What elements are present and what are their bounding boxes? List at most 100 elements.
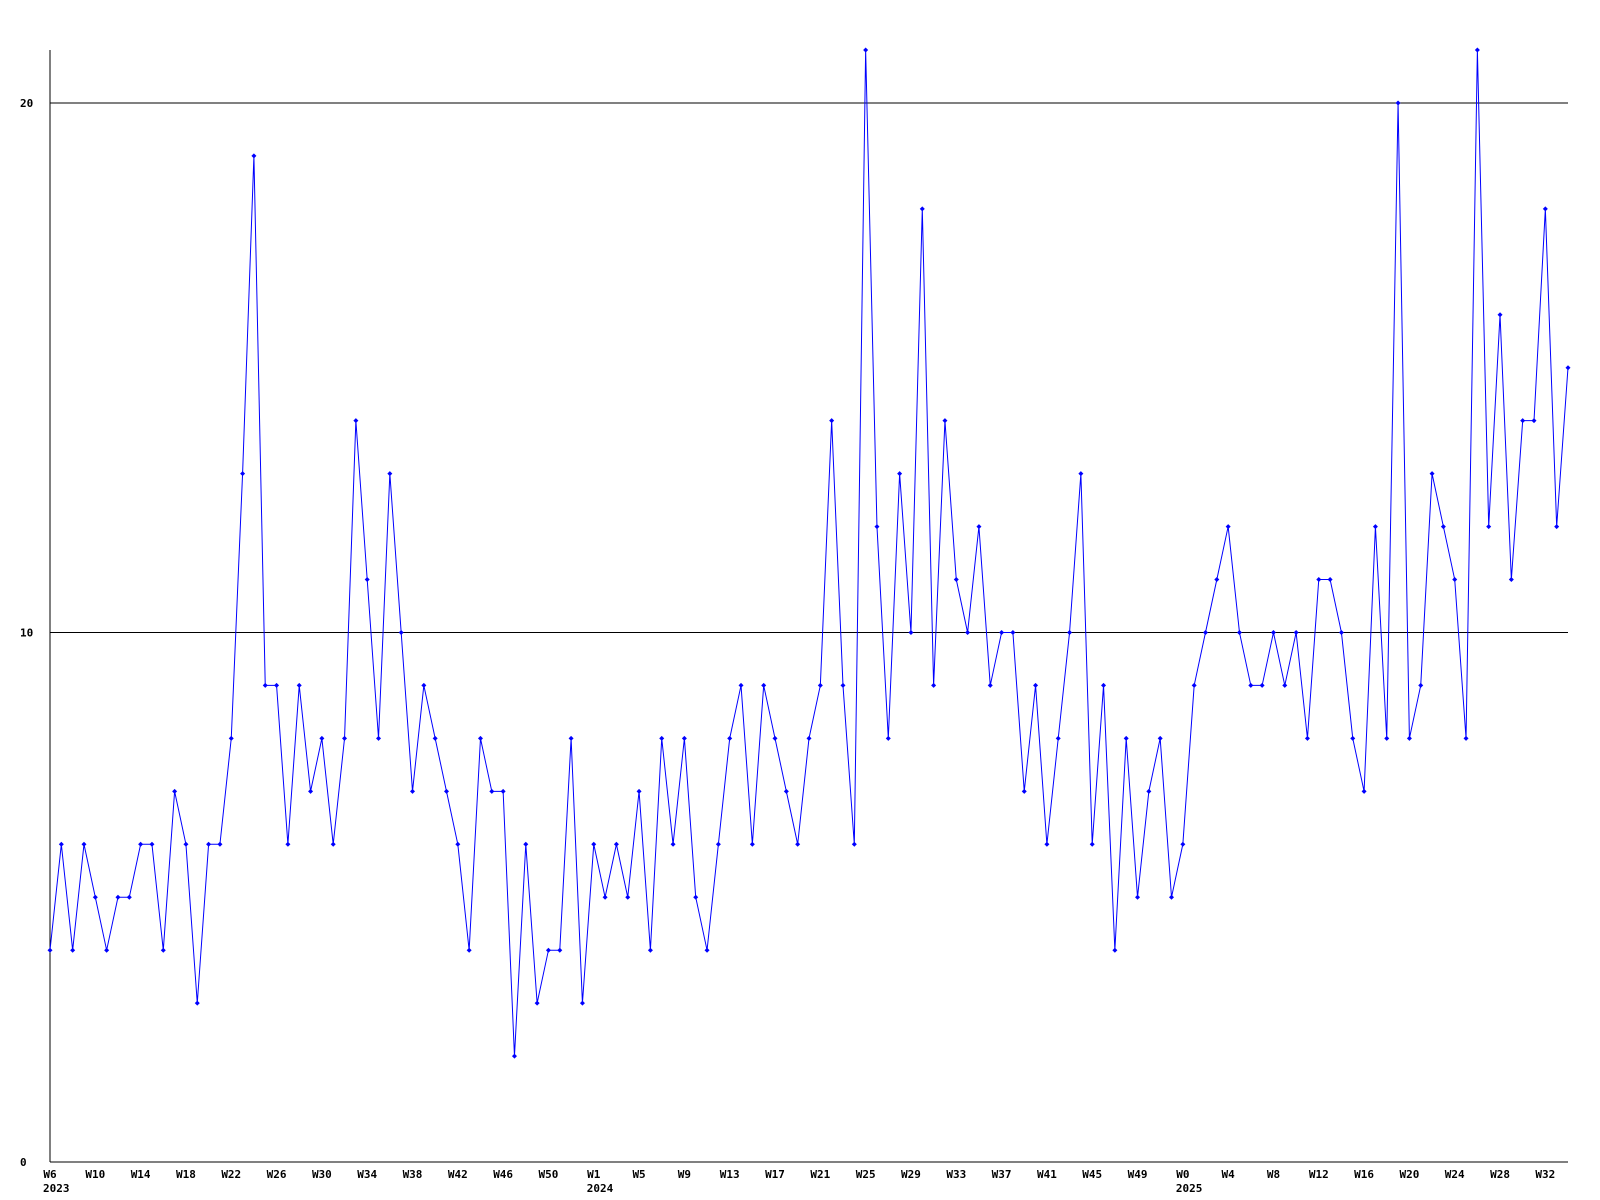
- data-point: [70, 947, 76, 953]
- data-point: [761, 682, 767, 688]
- x-tick-label: W41: [1037, 1168, 1057, 1181]
- x-tick-label: W1: [587, 1168, 601, 1181]
- y-tick-label: 0: [20, 1156, 27, 1169]
- data-point: [115, 894, 121, 900]
- data-point: [160, 947, 166, 953]
- data-point: [727, 735, 733, 741]
- data-point: [1406, 735, 1412, 741]
- data-point: [1463, 735, 1469, 741]
- x-tick-label: W26: [267, 1168, 287, 1181]
- data-point: [149, 841, 155, 847]
- data-point: [47, 947, 53, 953]
- x-tick-label: W38: [403, 1168, 423, 1181]
- data-point: [477, 735, 483, 741]
- x-year-label: 2024: [587, 1182, 614, 1195]
- data-point: [1146, 788, 1152, 794]
- data-point: [545, 947, 551, 953]
- x-tick-label: W37: [992, 1168, 1012, 1181]
- data-point: [206, 841, 212, 847]
- x-tick-label: W16: [1354, 1168, 1374, 1181]
- x-tick-label: W45: [1082, 1168, 1102, 1181]
- data-point: [240, 471, 246, 477]
- data-point: [330, 841, 336, 847]
- data-point: [908, 629, 914, 635]
- data-point: [534, 1000, 540, 1006]
- data-point: [749, 841, 755, 847]
- x-tick-label: W42: [448, 1168, 468, 1181]
- data-point: [217, 841, 223, 847]
- data-point: [738, 682, 744, 688]
- data-point: [568, 735, 574, 741]
- data-point: [602, 894, 608, 900]
- data-point: [885, 735, 891, 741]
- x-year-label: 2023: [43, 1182, 70, 1195]
- data-point: [1021, 788, 1027, 794]
- x-tick-label: W24: [1445, 1168, 1465, 1181]
- data-point: [274, 682, 280, 688]
- data-point: [1486, 524, 1492, 530]
- data-point: [1282, 682, 1288, 688]
- data-point: [795, 841, 801, 847]
- data-point: [376, 735, 382, 741]
- data-point: [829, 418, 835, 424]
- data-point: [1395, 100, 1401, 106]
- data-point: [410, 788, 416, 794]
- data-point: [1112, 947, 1118, 953]
- data-point: [523, 841, 529, 847]
- x-tick-label: W8: [1267, 1168, 1280, 1181]
- data-point: [942, 418, 948, 424]
- data-point: [715, 841, 721, 847]
- x-tick-label: W34: [357, 1168, 377, 1181]
- data-point: [1531, 418, 1537, 424]
- data-point: [387, 471, 393, 477]
- data-point: [1225, 524, 1231, 530]
- data-point: [1565, 365, 1571, 371]
- data-point: [1101, 682, 1107, 688]
- x-tick-label: W28: [1490, 1168, 1510, 1181]
- data-point: [965, 629, 971, 635]
- y-tick-label: 10: [20, 626, 33, 639]
- data-point: [1259, 682, 1265, 688]
- data-point: [262, 682, 268, 688]
- data-point: [455, 841, 461, 847]
- data-point: [126, 894, 132, 900]
- x-tick-label: W25: [856, 1168, 876, 1181]
- data-point: [1202, 629, 1208, 635]
- x-tick-label: W5: [632, 1168, 645, 1181]
- data-point: [1372, 524, 1378, 530]
- data-point: [138, 841, 144, 847]
- data-point: [931, 682, 937, 688]
- x-tick-label: W13: [720, 1168, 740, 1181]
- data-point: [1010, 629, 1016, 635]
- x-tick-label: W49: [1128, 1168, 1148, 1181]
- data-point: [999, 629, 1005, 635]
- data-point: [1327, 577, 1333, 583]
- data-point: [1044, 841, 1050, 847]
- x-tick-label: W33: [946, 1168, 966, 1181]
- data-point: [987, 682, 993, 688]
- data-point: [647, 947, 653, 953]
- data-point: [579, 1000, 585, 1006]
- data-point: [511, 1053, 517, 1059]
- data-point: [398, 629, 404, 635]
- x-tick-label: W9: [678, 1168, 691, 1181]
- data-point: [704, 947, 710, 953]
- data-point: [1135, 894, 1141, 900]
- data-point: [342, 735, 348, 741]
- data-point: [840, 682, 846, 688]
- data-point: [421, 682, 427, 688]
- data-point: [681, 735, 687, 741]
- data-point: [863, 47, 869, 53]
- x-tick-label: W46: [493, 1168, 513, 1181]
- data-point: [613, 841, 619, 847]
- x-tick-label: W30: [312, 1168, 332, 1181]
- data-point: [1180, 841, 1186, 847]
- data-point: [58, 841, 64, 847]
- data-point: [443, 788, 449, 794]
- data-point: [1542, 206, 1548, 212]
- x-tick-label: W4: [1222, 1168, 1236, 1181]
- x-tick-label: W20: [1399, 1168, 1419, 1181]
- data-point: [1316, 577, 1322, 583]
- x-tick-label: W6: [43, 1168, 57, 1181]
- data-line: [49, 49, 1569, 1057]
